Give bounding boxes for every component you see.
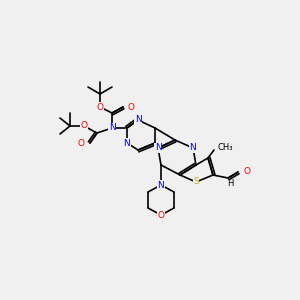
Text: N: N — [154, 143, 161, 152]
Text: O: O — [97, 103, 104, 112]
Text: CH₃: CH₃ — [218, 143, 233, 152]
Text: O: O — [243, 167, 250, 176]
Text: H: H — [227, 179, 233, 188]
Text: O: O — [158, 211, 164, 220]
Text: N: N — [190, 143, 196, 152]
Text: N: N — [124, 139, 130, 148]
Text: O: O — [80, 122, 88, 130]
Text: O: O — [78, 139, 85, 148]
Text: N: N — [135, 116, 141, 124]
Text: N: N — [109, 124, 116, 133]
Text: N: N — [158, 181, 164, 190]
Text: O: O — [127, 103, 134, 112]
Text: S: S — [193, 178, 199, 187]
